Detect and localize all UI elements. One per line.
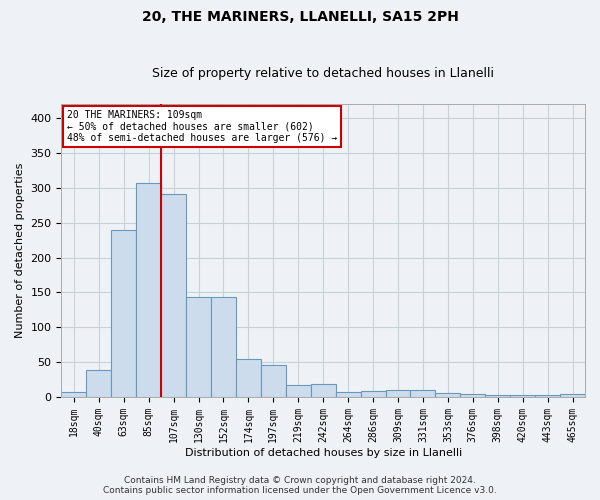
Bar <box>211 298 236 397</box>
Bar <box>186 298 211 397</box>
Bar <box>61 392 86 397</box>
Bar <box>535 395 560 397</box>
Bar <box>335 392 361 397</box>
Bar <box>460 394 485 397</box>
Bar <box>485 395 510 397</box>
Bar <box>510 395 535 397</box>
Bar <box>136 183 161 397</box>
Bar <box>86 370 111 397</box>
Bar <box>286 385 311 397</box>
Text: 20, THE MARINERS, LLANELLI, SA15 2PH: 20, THE MARINERS, LLANELLI, SA15 2PH <box>142 10 458 24</box>
Bar <box>560 394 585 397</box>
Bar <box>261 365 286 397</box>
X-axis label: Distribution of detached houses by size in Llanelli: Distribution of detached houses by size … <box>185 448 462 458</box>
Text: Contains HM Land Registry data © Crown copyright and database right 2024.
Contai: Contains HM Land Registry data © Crown c… <box>103 476 497 495</box>
Bar <box>161 194 186 397</box>
Y-axis label: Number of detached properties: Number of detached properties <box>15 163 25 338</box>
Bar <box>236 360 261 397</box>
Bar <box>386 390 410 397</box>
Bar <box>436 394 460 397</box>
Bar <box>111 230 136 397</box>
Title: Size of property relative to detached houses in Llanelli: Size of property relative to detached ho… <box>152 66 494 80</box>
Bar <box>311 384 335 397</box>
Text: 20 THE MARINERS: 109sqm
← 50% of detached houses are smaller (602)
48% of semi-d: 20 THE MARINERS: 109sqm ← 50% of detache… <box>67 110 337 144</box>
Bar <box>410 390 436 397</box>
Bar <box>361 392 386 397</box>
